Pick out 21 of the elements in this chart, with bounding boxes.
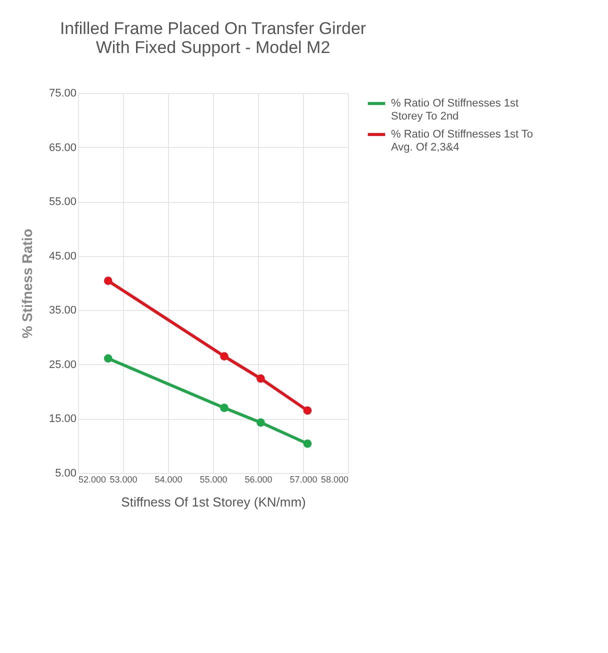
y-tick-label: 35.00 bbox=[48, 304, 76, 317]
x-tick-label: 57.000 bbox=[290, 474, 318, 484]
y-tick-label: 5.00 bbox=[55, 468, 76, 480]
y-tick-label: 15.00 bbox=[48, 413, 76, 426]
x-tick-label: 54.000 bbox=[154, 474, 182, 484]
x-tick-label: 55.000 bbox=[200, 474, 228, 484]
text: Infilled Frame Placed On Transfer Girder bbox=[60, 19, 366, 38]
legend-label: % Ratio Of Stiffnesses 1st To Avg. Of 2,3&4 bbox=[391, 128, 534, 154]
x-axis-title: Stiffness Of 1st Storey (KN/mm) bbox=[121, 494, 306, 510]
x-tick-label: 52.000 bbox=[78, 474, 106, 484]
y-tick-label: 65.00 bbox=[48, 142, 76, 154]
y-tick-label: 55.00 bbox=[48, 196, 76, 208]
legend-label: % Ratio Of Stiffnesses 1st Storey To 2nd bbox=[391, 98, 519, 122]
y-tick-label: 75.00 bbox=[48, 88, 76, 100]
text: With Fixed Support - Model M2 bbox=[96, 38, 330, 57]
x-tick-label: 56.000 bbox=[244, 474, 272, 484]
y-tick-label: 25.00 bbox=[48, 358, 76, 371]
x-tick-label: 58.000 bbox=[320, 474, 348, 484]
x-tick-label: 53.000 bbox=[110, 474, 138, 484]
y-axis-title: % Stifness Ratio bbox=[18, 228, 35, 338]
y-tick-label: 45.00 bbox=[48, 250, 76, 262]
